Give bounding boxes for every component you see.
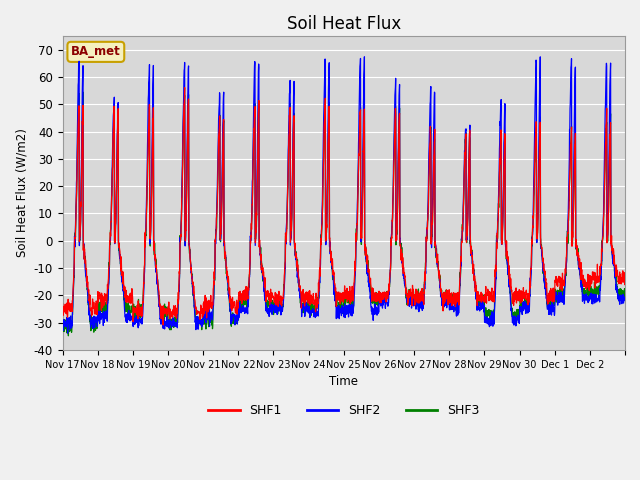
Y-axis label: Soil Heat Flux (W/m2): Soil Heat Flux (W/m2) bbox=[15, 129, 28, 257]
X-axis label: Time: Time bbox=[329, 375, 358, 388]
Legend: SHF1, SHF2, SHF3: SHF1, SHF2, SHF3 bbox=[204, 399, 484, 422]
Title: Soil Heat Flux: Soil Heat Flux bbox=[287, 15, 401, 33]
Text: BA_met: BA_met bbox=[71, 46, 121, 59]
